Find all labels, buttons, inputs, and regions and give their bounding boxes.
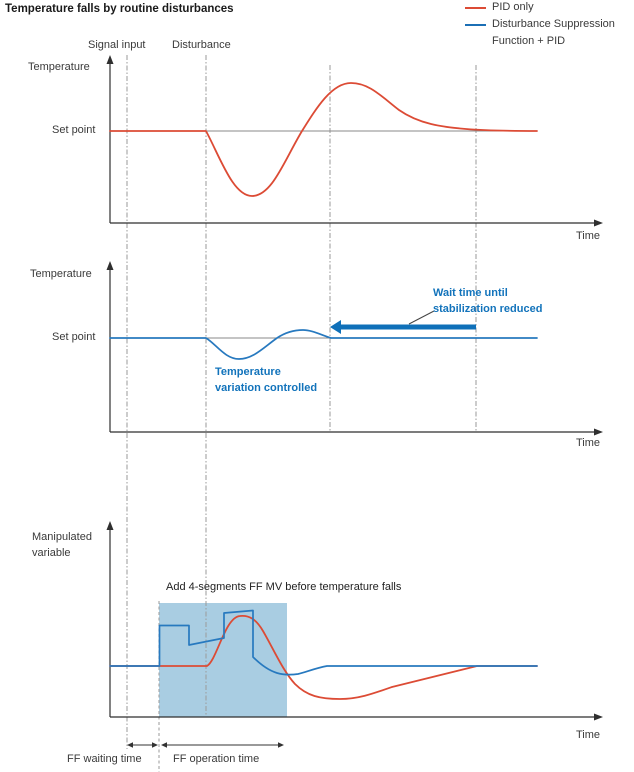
top-set-point-label: Set point — [52, 124, 96, 136]
signal-input-label: Signal input — [88, 39, 146, 51]
ff-operation-arrowhead-right — [278, 742, 284, 748]
dsf-temperature-curve — [109, 329, 538, 360]
ff-operation-arrowhead-left — [161, 742, 167, 748]
variation-note-line2: variation controlled — [215, 382, 318, 394]
middle-y-axis-label: Temperature — [30, 268, 92, 280]
wait-note-callout-line — [408, 310, 435, 325]
bottom-y-axis-label-line2: variable — [32, 547, 71, 559]
ff-mv-annotation: Add 4-segments FF MV before temperature … — [166, 581, 402, 593]
disturbance-label: Disturbance — [172, 39, 231, 51]
legend-pid-label: PID only — [492, 1, 534, 13]
bottom-y-axis-arrowhead — [106, 521, 114, 530]
middle-set-point-label: Set point — [52, 331, 96, 343]
bottom-x-axis-arrowhead — [594, 713, 603, 721]
variation-note-line1: Temperature — [215, 366, 281, 378]
ff-waiting-time-label: FF waiting time — [67, 753, 142, 765]
legend-dsf-label-line2: Function + PID — [492, 35, 566, 47]
top-x-axis-label: Time — [576, 230, 601, 242]
ff-operation-time-label: FF operation time — [173, 753, 260, 765]
top-x-axis-arrowhead — [594, 219, 603, 227]
ff-waiting-arrowhead-left — [127, 742, 133, 748]
wait-time-arrow — [330, 320, 476, 334]
middle-x-axis-label: Time — [576, 437, 601, 449]
pid-only-mv-curve — [109, 614, 538, 700]
diagram-title: Temperature falls by routine disturbance… — [5, 3, 234, 15]
wait-time-note-line2: stabilization reduced — [433, 303, 543, 315]
legend-dsf-label-line1: Disturbance Suppression — [492, 18, 615, 30]
top-y-axis-arrowhead — [106, 55, 114, 64]
ff-waiting-arrowhead-right — [152, 742, 158, 748]
middle-x-axis-arrowhead — [594, 428, 603, 436]
ff-operation-region — [159, 603, 287, 717]
wait-time-note-line1: Wait time until — [433, 287, 508, 299]
middle-y-axis-arrowhead — [106, 261, 114, 270]
bottom-x-axis-label: Time — [576, 729, 601, 741]
dsf-mv-curve — [109, 609, 538, 676]
pid-only-temperature-curve — [109, 82, 538, 197]
top-y-axis-label: Temperature — [28, 61, 90, 73]
bottom-y-axis-label-line1: Manipulated — [32, 531, 92, 543]
